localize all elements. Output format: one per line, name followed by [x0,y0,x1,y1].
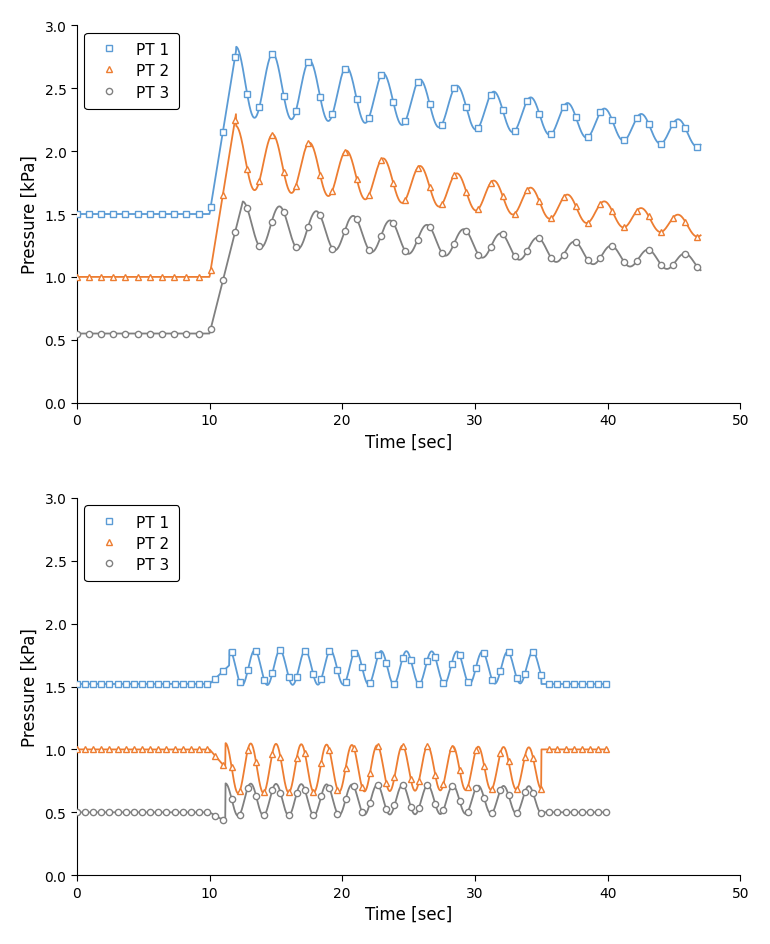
PT 2 [693,231,702,243]
PT 1 [113,679,122,690]
PT 2 [462,187,471,198]
PT 2 [377,155,386,166]
PT 1 [235,677,244,688]
PT 3 [398,780,407,791]
PT 2 [72,272,82,283]
PT 1 [267,50,276,61]
PT 1 [601,679,611,690]
PT 1 [121,210,130,221]
Y-axis label: Pressure [kPa]: Pressure [kPa] [21,156,38,274]
PT 2 [113,744,122,755]
PT 3 [113,807,122,818]
PT 2 [309,786,318,798]
PT 1 [462,103,471,114]
PT 3 [656,260,665,271]
PT 1 [303,57,313,68]
Line: PT 1: PT 1 [74,52,701,218]
Y-axis label: Pressure [kPa]: Pressure [kPa] [21,628,38,746]
PT 3 [486,243,495,254]
PT 2 [316,757,326,768]
PT 2 [504,756,513,767]
PT 2 [303,139,313,150]
PT 2 [72,744,82,755]
Line: PT 3: PT 3 [74,206,701,337]
PT 3 [72,807,82,818]
PT 2 [121,272,130,283]
X-axis label: Time [sec]: Time [sec] [365,433,452,451]
PT 1 [377,71,386,82]
Line: PT 2: PT 2 [74,118,701,280]
PT 2 [398,740,407,751]
PT 3 [316,791,326,802]
Legend: PT 1, PT 2, PT 3: PT 1, PT 2, PT 3 [85,34,179,110]
X-axis label: Time [sec]: Time [sec] [365,905,452,923]
PT 2 [486,177,495,189]
PT 2 [230,115,239,126]
PT 3 [219,815,228,826]
PT 3 [243,203,252,214]
PT 3 [303,222,313,233]
PT 3 [504,790,513,801]
PT 3 [601,807,611,818]
PT 1 [316,674,326,685]
PT 2 [203,744,212,755]
PT 1 [504,647,513,658]
PT 1 [414,679,424,690]
PT 1 [656,139,665,150]
PT 1 [72,210,82,221]
PT 3 [203,807,212,818]
PT 3 [693,262,702,274]
PT 2 [235,785,244,797]
PT 3 [377,230,386,242]
PT 3 [72,329,82,340]
PT 3 [243,782,253,793]
PT 3 [462,226,471,237]
PT 1 [693,142,702,153]
PT 1 [309,668,318,680]
Line: PT 3: PT 3 [74,782,609,823]
Legend: PT 1, PT 2, PT 3: PT 1, PT 2, PT 3 [85,506,179,582]
PT 3 [121,329,130,340]
Line: PT 1: PT 1 [74,648,609,687]
PT 1 [486,90,495,101]
PT 3 [309,809,318,820]
PT 2 [656,228,665,239]
PT 1 [276,645,285,656]
Line: PT 2: PT 2 [74,743,609,796]
PT 2 [284,787,293,799]
PT 1 [72,679,82,690]
PT 2 [601,744,611,755]
PT 1 [203,679,212,690]
